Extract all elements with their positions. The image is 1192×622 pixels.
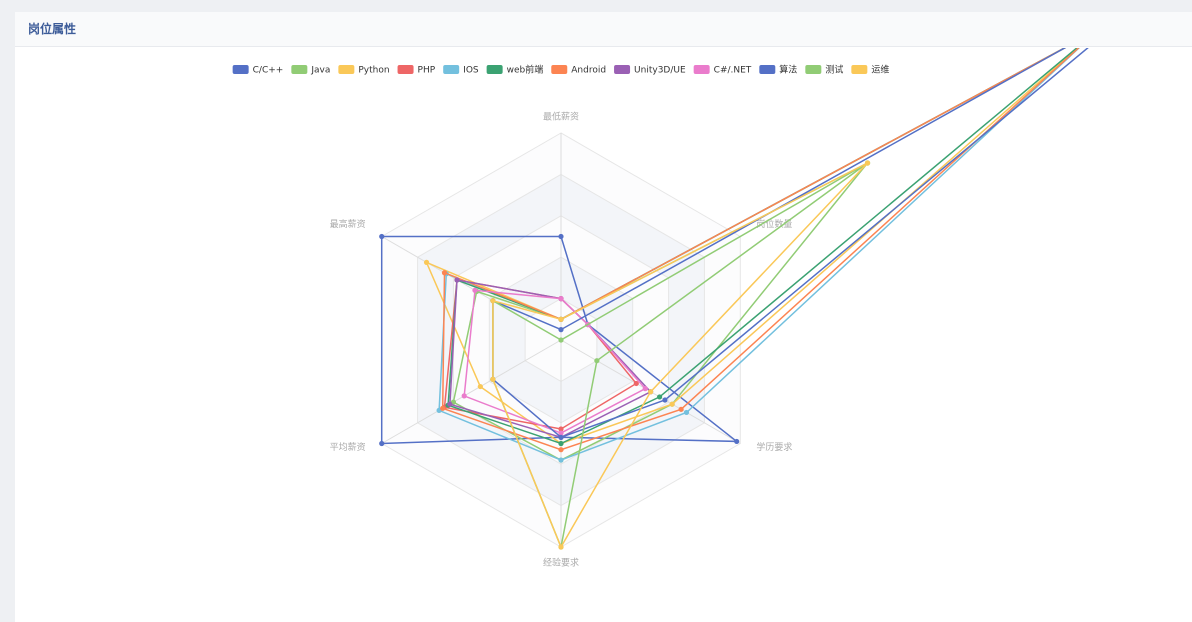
- data-point: [461, 393, 467, 399]
- data-point: [734, 438, 740, 445]
- data-point: [558, 426, 564, 432]
- legend-label: Python: [358, 66, 389, 76]
- data-point: [472, 287, 478, 293]
- legend-label: 算法: [779, 64, 797, 76]
- legend-swatch: [486, 65, 503, 74]
- legend-swatch: [693, 65, 710, 74]
- legend-label: Java: [310, 66, 330, 76]
- legend-swatch: [551, 65, 568, 74]
- legend-label: Android: [571, 66, 606, 76]
- data-point: [678, 406, 684, 412]
- legend-swatch: [614, 65, 631, 74]
- data-point: [642, 386, 648, 392]
- indicator-label: 岗位数量: [756, 218, 792, 230]
- legend-item: Java: [291, 65, 330, 76]
- indicator-label: 经验要求: [543, 557, 579, 569]
- data-point: [656, 394, 663, 400]
- data-point: [558, 337, 564, 343]
- legend-label: C/C++: [253, 66, 284, 76]
- legend-item: C#/.NET: [693, 65, 752, 76]
- legend-label: Unity3D/UE: [634, 66, 686, 76]
- data-point: [558, 544, 564, 550]
- legend-swatch: [232, 65, 249, 74]
- legend-swatch: [805, 65, 822, 74]
- legend-label: 运维: [871, 64, 889, 76]
- legend-item: PHP: [397, 65, 436, 76]
- data-point: [633, 380, 639, 387]
- data-point: [558, 430, 564, 436]
- legend-item: 运维: [851, 64, 889, 76]
- data-point: [558, 233, 564, 240]
- data-point: [594, 358, 600, 364]
- legend-swatch: [443, 65, 460, 74]
- legend-item: 测试: [805, 64, 843, 76]
- indicator-label: 平均薪资: [330, 441, 366, 453]
- data-point: [558, 457, 564, 463]
- data-point: [454, 277, 460, 283]
- legend-label: 测试: [825, 64, 843, 76]
- data-point: [558, 447, 564, 453]
- split-area: [489, 257, 633, 423]
- legend-swatch: [291, 65, 308, 74]
- data-point: [558, 296, 564, 302]
- panel: 岗位属性 最低薪资最高薪资平均薪资经验要求 学历要求 岗位数量 C/C++ Java Py…: [15, 12, 1192, 622]
- data-point: [379, 233, 385, 240]
- legend-label: C#/.NET: [714, 66, 752, 76]
- legend-label: web前端: [507, 64, 544, 76]
- data-point: [441, 270, 448, 276]
- data-point: [558, 434, 564, 440]
- data-point: [423, 259, 430, 265]
- legend-item: Unity3D/UE: [614, 65, 686, 76]
- indicator-label: 学历要求: [756, 441, 792, 453]
- data-point: [477, 383, 483, 390]
- legend-swatch: [338, 65, 355, 74]
- data-point: [648, 389, 654, 395]
- legend-item: C/C++: [232, 65, 284, 76]
- data-point: [558, 440, 564, 447]
- legend-label: IOS: [463, 66, 479, 76]
- indicator-label: 最低薪资: [543, 111, 579, 123]
- data-point: [379, 440, 385, 447]
- data-point: [558, 327, 564, 333]
- data-point: [490, 376, 496, 382]
- legend-item: IOS: [443, 65, 479, 76]
- legend-item: Python: [338, 65, 390, 76]
- data-point: [440, 405, 446, 411]
- split-area: [453, 215, 669, 465]
- legend-item: web前端: [486, 64, 544, 76]
- indicator-label: 最高薪资: [330, 218, 366, 230]
- data-point: [490, 298, 496, 304]
- data-point: [864, 160, 871, 166]
- legend: C/C++ Java Python PHP IOS web前端 Android Unity3D…: [232, 64, 889, 76]
- legend-item: Android: [551, 65, 606, 76]
- data-point: [447, 401, 453, 407]
- data-point: [669, 401, 675, 407]
- axis-line: [381, 339, 562, 444]
- panel-title: 岗位属性: [15, 12, 1192, 47]
- legend-swatch: [397, 65, 414, 74]
- legend-swatch: [851, 65, 868, 74]
- data-point: [662, 397, 668, 403]
- data-point: [558, 316, 564, 322]
- legend-label: PHP: [418, 66, 436, 76]
- data-point: [683, 409, 690, 416]
- legend-swatch: [759, 65, 776, 74]
- legend-item: 算法: [759, 64, 797, 76]
